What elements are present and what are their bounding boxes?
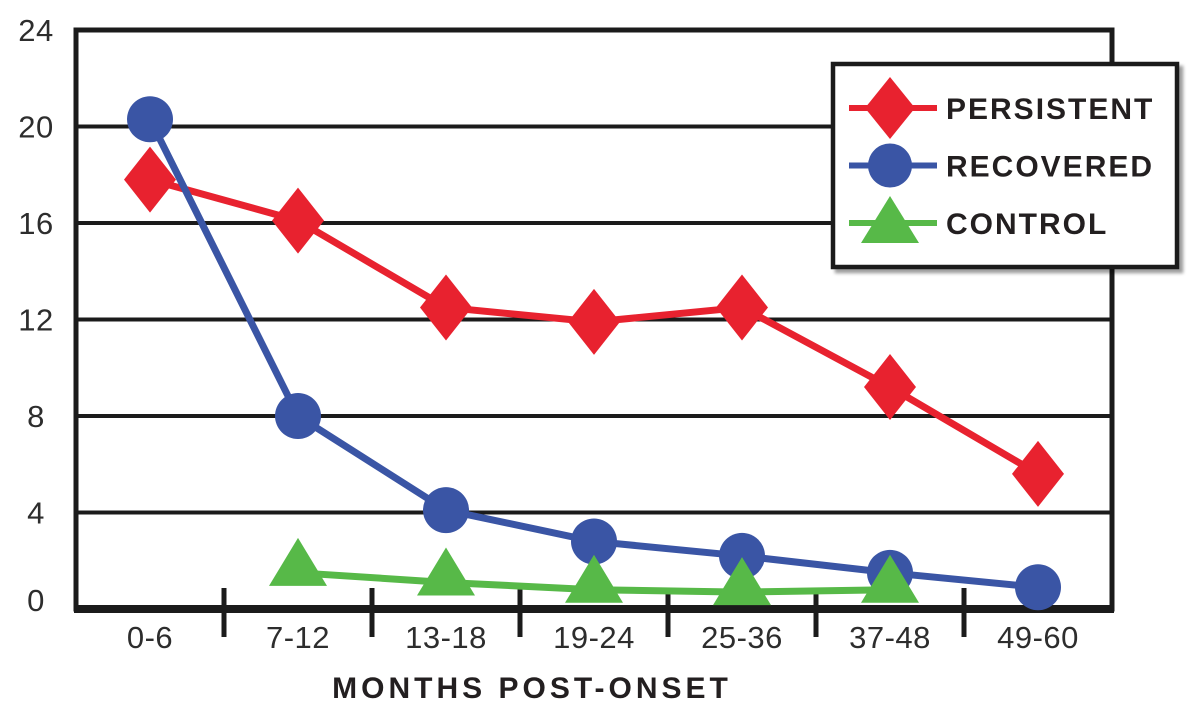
y-tick-label: 24 <box>18 13 53 48</box>
legend-label: RECOVERED <box>946 151 1154 184</box>
series-persistent <box>124 146 1064 507</box>
marker-triangle <box>269 537 327 586</box>
legend-item: RECOVERED <box>849 143 1154 188</box>
marker-diamond <box>124 146 176 213</box>
y-tick-label: 20 <box>18 110 53 145</box>
marker-diamond <box>1012 440 1064 507</box>
marker-triangle <box>565 554 623 603</box>
marker-circle <box>1015 564 1061 611</box>
x-tick-label: 19-24 <box>553 620 635 655</box>
x-tick-label: 0-6 <box>127 620 173 655</box>
marker-circle <box>127 96 173 143</box>
x-tick-label: 25-36 <box>701 620 783 655</box>
y-tick-label: 16 <box>18 206 53 241</box>
marker-circle <box>719 532 765 579</box>
series-control <box>269 537 919 606</box>
x-tick-label: 37-48 <box>849 620 931 655</box>
marker-triangle <box>417 547 475 596</box>
y-tick-label: 4 <box>27 496 45 531</box>
x-tick-label: 13-18 <box>405 620 487 655</box>
y-tick-label: 12 <box>18 303 53 338</box>
y-tick-label: 0 <box>27 583 45 618</box>
marker-diamond <box>568 288 620 355</box>
marker-diamond <box>420 274 472 341</box>
x-tick-label: 49-60 <box>997 620 1079 655</box>
marker-circle <box>571 518 617 565</box>
legend-item: CONTROL <box>849 196 1108 243</box>
x-axis-title: MONTHS POST-ONSET <box>332 672 732 705</box>
legend-item: PERSISTENT <box>849 77 1154 139</box>
x-tick-label: 7-12 <box>266 620 330 655</box>
legend-label: PERSISTENT <box>946 93 1154 126</box>
marker-diamond <box>272 187 324 254</box>
y-tick-label: 8 <box>27 399 45 434</box>
marker-diamond <box>716 274 768 341</box>
legend-label: CONTROL <box>946 208 1108 241</box>
marker-triangle <box>861 554 919 603</box>
marker-diamond <box>864 354 916 421</box>
legend-marker-triangle <box>861 196 919 243</box>
marker-circle <box>423 487 469 534</box>
legend: PERSISTENT RECOVERED CONTROL <box>830 61 1180 270</box>
marker-triangle <box>713 557 771 606</box>
marker-circle <box>275 393 321 439</box>
legend-marker-diamond <box>865 77 915 139</box>
legend-marker-circle <box>868 143 912 188</box>
